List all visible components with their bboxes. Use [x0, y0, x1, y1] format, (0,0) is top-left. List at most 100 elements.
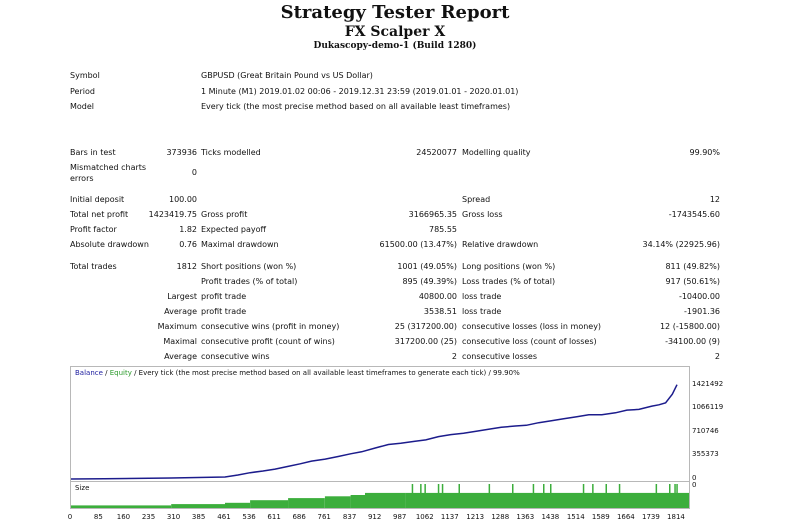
x-tick-label: 1664 [616, 513, 635, 521]
profit-trades-row: Profit trades (% of total) 895 (49.39%) … [0, 276, 800, 288]
size-spike [488, 484, 491, 508]
avg-wins-label: consecutive wins [201, 352, 270, 361]
y-tick-label: 1421492 [692, 379, 724, 388]
legend-equity: Equity [109, 369, 132, 377]
loss-trades-value: 917 (50.61%) [665, 277, 720, 286]
max-wins-label: consecutive wins (profit in money) [201, 322, 340, 331]
x-tick-label: 686 [292, 513, 306, 521]
loss-trades-label: Loss trades (% of total) [462, 277, 556, 286]
ticks-label: Ticks modelled [201, 148, 261, 157]
symbol-label: Symbol [70, 71, 100, 80]
size-spike [458, 484, 460, 508]
average-loss-value: -1901.36 [684, 307, 720, 316]
largest-loss-value: -10400.00 [678, 292, 720, 301]
largest-profit-label: profit trade [201, 292, 247, 301]
size-spike [532, 484, 535, 508]
chart-legend: Balance / Equity / Every tick (the most … [75, 369, 520, 378]
profit-trades-value: 895 (49.39%) [402, 277, 457, 286]
maximal-loss-value: -34100.00 (9) [665, 337, 720, 346]
size-spike [437, 484, 440, 508]
mismatch-value: 0 [191, 168, 197, 177]
balance-chart-plot [71, 384, 678, 480]
mismatch-row: Mismatched charts errors 0 [0, 162, 800, 186]
gross-profit-value: 3166965.35 [408, 210, 457, 219]
x-tick-label: 160 [116, 513, 131, 521]
x-tick-label: 1288 [491, 513, 510, 521]
x-tick-label: 987 [393, 513, 407, 521]
y-tick-label: 0 [692, 474, 697, 482]
relative-drawdown-label: Relative drawdown [462, 240, 539, 249]
maximal-drawdown-value: 61500.00 (13.47%) [379, 240, 457, 249]
size-spike [669, 484, 671, 508]
x-tick-label: 912 [367, 513, 382, 521]
relative-drawdown-value: 34.14% (22925.96) [642, 240, 720, 249]
x-tick-label: 85 [93, 513, 103, 521]
balance-chart: Balance / Equity / Every tick (the most … [70, 366, 690, 482]
maximal-drawdown-label: Maximal drawdown [201, 240, 279, 249]
size-label: Size [75, 484, 90, 492]
symbol-row: Symbol GBPUSD (Great Britain Pound vs US… [0, 70, 800, 82]
bars-row: Bars in test 373936 Ticks modelled 24520… [0, 147, 800, 159]
y-tick-label: 1066119 [692, 403, 724, 412]
spread-label: Spread [462, 195, 491, 204]
legend-balance: Balance [75, 369, 103, 377]
maximal-label: Maximal [163, 337, 197, 346]
maximal-loss-label: consecutive loss (count of losses) [462, 337, 597, 346]
bars-label: Bars in test [70, 148, 116, 157]
size-spike [411, 484, 414, 508]
size-bar [71, 505, 172, 508]
absolute-drawdown-label: Absolute drawdown [70, 240, 149, 249]
y-tick-label: 355373 [692, 450, 719, 459]
largest-label: Largest [167, 292, 197, 301]
net-profit-value: 1423419.75 [148, 210, 197, 219]
size-spike [655, 484, 658, 508]
x-tick-label: 1363 [516, 513, 535, 521]
net-profit-label: Total net profit [70, 210, 129, 219]
size-spike [512, 484, 514, 508]
average-loss-label: loss trade [462, 307, 502, 316]
maximum-label: Maximum [157, 322, 197, 331]
x-tick-label: 310 [166, 513, 181, 521]
expected-payoff-label: Expected payoff [201, 225, 266, 234]
total-trades-value: 1812 [176, 262, 197, 271]
bars-value: 373936 [166, 148, 197, 157]
x-tick-label: 235 [141, 513, 156, 521]
avg-wins-value: 2 [451, 352, 457, 361]
x-tick-label: 1137 [440, 513, 459, 521]
size-bar [225, 502, 251, 508]
mismatch-label: Mismatched charts errors [70, 163, 147, 183]
report-title-block: Strategy Tester Report FX Scalper X Duka… [0, 2, 790, 52]
y-tick-label: 710746 [692, 426, 719, 435]
x-tick-label: 1814 [667, 513, 685, 521]
period-row: Period 1 Minute (M1) 2019.01.02 00:06 - … [0, 86, 800, 98]
size-axis-tick: 0 [692, 481, 697, 489]
quality-label: Modelling quality [462, 148, 531, 157]
x-tick-label: 536 [242, 513, 256, 521]
model-label: Model [70, 102, 95, 111]
spread-value: 12 [709, 195, 720, 204]
size-bar [324, 496, 351, 508]
symbol-value: GBPUSD (Great Britain Pound vs US Dollar… [201, 71, 373, 80]
average-label: Average [164, 307, 197, 316]
size-chart: Size [70, 481, 690, 509]
total-trades-row: Total trades 1812 Short positions (won %… [0, 261, 800, 273]
size-bar [171, 504, 225, 508]
maximum-row: Maximum consecutive wins (profit in mone… [0, 321, 800, 333]
ticks-value: 24520077 [416, 148, 457, 157]
avg-losses-value: 2 [714, 352, 720, 361]
average-row: Average profit trade 3538.51 loss trade … [0, 306, 800, 318]
expected-payoff-value: 785.55 [429, 225, 457, 234]
model-row: Model Every tick (the most precise metho… [0, 101, 800, 113]
max-losses-label: consecutive losses (loss in money) [462, 322, 602, 331]
profit-trades-label: Profit trades (% of total) [201, 277, 298, 286]
x-tick-label: 761 [317, 513, 331, 521]
max-losses-value: 12 (-15800.00) [659, 322, 720, 331]
average-consecutive-label: Average [164, 352, 197, 361]
absolute-drawdown-value: 0.76 [179, 240, 197, 249]
net-profit-row: Total net profit 1423419.75 Gross profit… [0, 209, 800, 221]
average-profit-label: profit trade [201, 307, 247, 316]
x-tick-label: 1062 [415, 513, 434, 521]
deposit-row: Initial deposit 100.00 Spread 12 [0, 194, 800, 206]
maximal-row: Maximal consecutive profit (count of win… [0, 336, 800, 348]
long-positions-value: 811 (49.82%) [665, 262, 720, 271]
